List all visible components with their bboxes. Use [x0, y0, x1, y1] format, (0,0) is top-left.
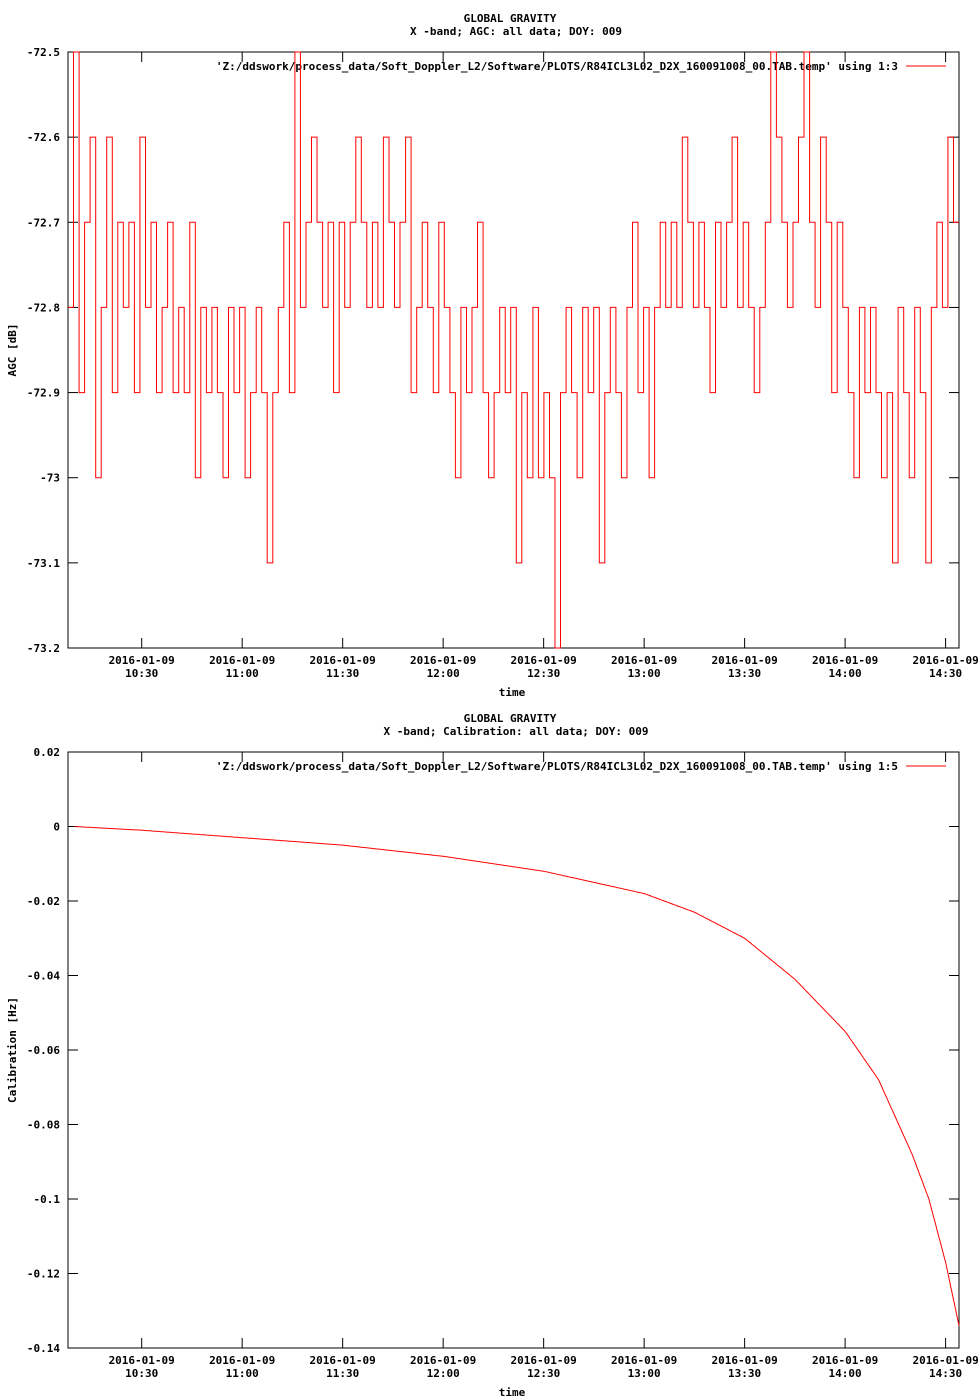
- agc-y-tick-label: -73.1: [27, 557, 60, 570]
- agc-series: [68, 51, 959, 649]
- agc-x-tick-date: 2016-01-09: [912, 654, 978, 667]
- calibration-y-tick-label: -0.14: [27, 1342, 60, 1355]
- calibration-y-tick-label: -0.08: [27, 1119, 60, 1132]
- calibration-chart-subtitle: X -band; Calibration: all data; DOY: 009: [384, 725, 649, 738]
- agc-x-axis-label: time: [499, 686, 526, 699]
- calibration-x-tick-time: 11:30: [326, 1367, 359, 1380]
- calibration-x-tick-date: 2016-01-09: [812, 1354, 878, 1367]
- calibration-x-tick-time: 11:00: [226, 1367, 259, 1380]
- agc-x-tick-time: 12:00: [427, 667, 460, 680]
- calibration-plot-frame: [67, 751, 960, 1349]
- calibration-chart-title: GLOBAL GRAVITY: [464, 712, 557, 725]
- agc-x-tick-date: 2016-01-09: [209, 654, 275, 667]
- calibration-x-tick-time: 14:00: [829, 1367, 862, 1380]
- agc-x-tick-time: 14:30: [929, 667, 962, 680]
- calibration-x-tick-time: 12:30: [527, 1367, 560, 1380]
- calibration-x-tick-date: 2016-01-09: [310, 1354, 376, 1367]
- agc-x-tick-date: 2016-01-09: [712, 654, 778, 667]
- calibration-chart: GLOBAL GRAVITY X -band; Calibration: all…: [6, 712, 979, 1399]
- agc-series-line: [68, 51, 959, 649]
- calibration-y-tick-label: 0: [53, 821, 60, 834]
- agc-legend: 'Z:/ddswork/process_data/Soft_Doppler_L2…: [216, 60, 946, 73]
- calibration-x-axis-label: time: [499, 1386, 526, 1399]
- calibration-legend: 'Z:/ddswork/process_data/Soft_Doppler_L2…: [216, 760, 946, 773]
- agc-y-tick-label: -73: [40, 472, 60, 485]
- calibration-y-tick-label: -0.12: [27, 1268, 60, 1281]
- calibration-y-tick-label: -0.04: [27, 970, 60, 983]
- calibration-y-axis-label: Calibration [Hz]: [6, 997, 19, 1103]
- agc-x-tick-date: 2016-01-09: [410, 654, 476, 667]
- calibration-series-line: [74, 826, 960, 1326]
- calibration-x-tick-time: 10:30: [125, 1367, 158, 1380]
- agc-x-tick-time: 14:00: [829, 667, 862, 680]
- calibration-x-tick-date: 2016-01-09: [712, 1354, 778, 1367]
- agc-legend-label: 'Z:/ddswork/process_data/Soft_Doppler_L2…: [216, 60, 898, 73]
- agc-y-tick-label: -72.6: [27, 131, 60, 144]
- agc-x-tick-time: 13:00: [628, 667, 661, 680]
- calibration-y-tick-label: -0.1: [34, 1193, 61, 1206]
- agc-x-tick-time: 10:30: [125, 667, 158, 680]
- agc-x-tick-date: 2016-01-09: [109, 654, 175, 667]
- agc-y-tick-label: -72.9: [27, 387, 60, 400]
- agc-x-tick-date: 2016-01-09: [611, 654, 677, 667]
- calibration-x-axis: 2016-01-0910:302016-01-0911:002016-01-09…: [109, 752, 979, 1380]
- agc-x-tick-date: 2016-01-09: [310, 654, 376, 667]
- agc-chart-title: GLOBAL GRAVITY: [464, 12, 557, 25]
- agc-chart-subtitle: X -band; AGC: all data; DOY: 009: [410, 25, 622, 38]
- agc-x-axis: 2016-01-0910:302016-01-0911:002016-01-09…: [109, 52, 979, 680]
- calibration-x-tick-date: 2016-01-09: [410, 1354, 476, 1367]
- agc-x-tick-time: 11:00: [226, 667, 259, 680]
- calibration-x-tick-date: 2016-01-09: [912, 1354, 978, 1367]
- agc-plot-frame: [67, 51, 960, 649]
- calibration-x-tick-date: 2016-01-09: [611, 1354, 677, 1367]
- agc-y-tick-label: -72.8: [27, 301, 60, 314]
- calibration-y-tick-label: 0.02: [34, 746, 61, 759]
- agc-x-tick-date: 2016-01-09: [812, 654, 878, 667]
- calibration-legend-label: 'Z:/ddswork/process_data/Soft_Doppler_L2…: [216, 760, 898, 773]
- calibration-x-tick-date: 2016-01-09: [109, 1354, 175, 1367]
- agc-x-tick-time: 11:30: [326, 667, 359, 680]
- agc-y-tick-label: -73.2: [27, 642, 60, 655]
- calibration-x-tick-time: 14:30: [929, 1367, 962, 1380]
- agc-y-axis-label: AGC [dB]: [6, 324, 19, 377]
- agc-x-tick-time: 13:30: [728, 667, 761, 680]
- calibration-x-tick-date: 2016-01-09: [511, 1354, 577, 1367]
- calibration-y-tick-label: -0.06: [27, 1044, 60, 1057]
- calibration-y-axis: 0.02 0 -0.02 -0.04 -0.06 -0.08 -0.1 -0.12 -0.14: [27, 746, 959, 1355]
- calibration-x-tick-date: 2016-01-09: [209, 1354, 275, 1367]
- calibration-y-tick-label: -0.02: [27, 895, 60, 908]
- agc-x-tick-date: 2016-01-09: [511, 654, 577, 667]
- calibration-x-tick-time: 13:00: [628, 1367, 661, 1380]
- agc-x-tick-time: 12:30: [527, 667, 560, 680]
- calibration-x-tick-time: 12:00: [427, 1367, 460, 1380]
- calibration-x-tick-time: 13:30: [728, 1367, 761, 1380]
- calibration-series: [74, 826, 960, 1326]
- agc-chart: GLOBAL GRAVITY X -band; AGC: all data; D…: [6, 12, 979, 699]
- agc-y-axis: -72.5 -72.6 -72.7 -72.8 -72.9 -73 -73.1 -73.2: [27, 46, 959, 655]
- agc-y-tick-label: -72.7: [27, 216, 60, 229]
- agc-y-tick-label: -72.5: [27, 46, 60, 59]
